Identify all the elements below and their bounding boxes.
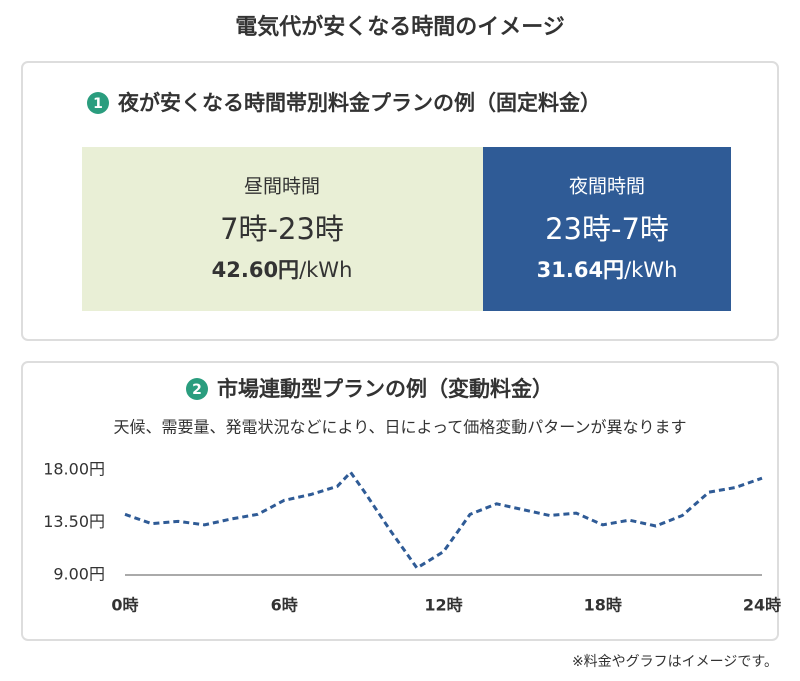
day-panel	[82, 147, 483, 311]
night-label: 夜間時間	[569, 176, 645, 198]
number-badge	[186, 378, 208, 400]
night-price: 31.64円/kWh	[537, 258, 678, 282]
y-tick-label: 13.50円	[43, 512, 105, 531]
x-tick-label: 18時	[584, 596, 622, 615]
y-tick-label: 9.00円	[53, 565, 105, 584]
night-panel	[483, 147, 731, 311]
price: 31.64円	[537, 258, 624, 282]
line-chart: 9.00円 13.50円 18.00円 0時 6時 12時 18時 24時	[43, 460, 781, 615]
y-tick-label: 18.00円	[43, 460, 105, 479]
price: 42.60円	[212, 258, 299, 282]
day-price: 42.60円/kWh	[212, 258, 353, 282]
unit: /kWh	[299, 258, 352, 282]
x-tick-label: 12時	[424, 596, 462, 615]
x-tick-label: 24時	[743, 596, 781, 615]
price-line	[124, 469, 763, 571]
number-badge	[87, 92, 109, 114]
footnote: ※料金やグラフはイメージです。	[572, 654, 778, 670]
page-title: 電気代が安くなる時間のイメージ	[235, 14, 565, 40]
badge-number: 1	[93, 96, 103, 112]
day-label: 昼間時間	[244, 176, 320, 198]
x-tick-label: 6時	[271, 596, 298, 615]
badge-number: 2	[192, 382, 202, 398]
section-heading: 市場連動型プランの例（変動料金）	[217, 377, 553, 401]
x-tick-label: 0時	[111, 596, 138, 615]
panel	[21, 361, 779, 641]
unit: /kWh	[624, 258, 677, 282]
day-hours: 7時-23時	[220, 212, 344, 246]
section-heading: 夜が安くなる時間帯別料金プランの例（固定料金）	[117, 91, 601, 115]
night-hours: 23時-7時	[545, 212, 669, 246]
subtitle: 天候、需要量、発電状況などにより、日によって価格変動パターンが異なります	[114, 418, 687, 437]
